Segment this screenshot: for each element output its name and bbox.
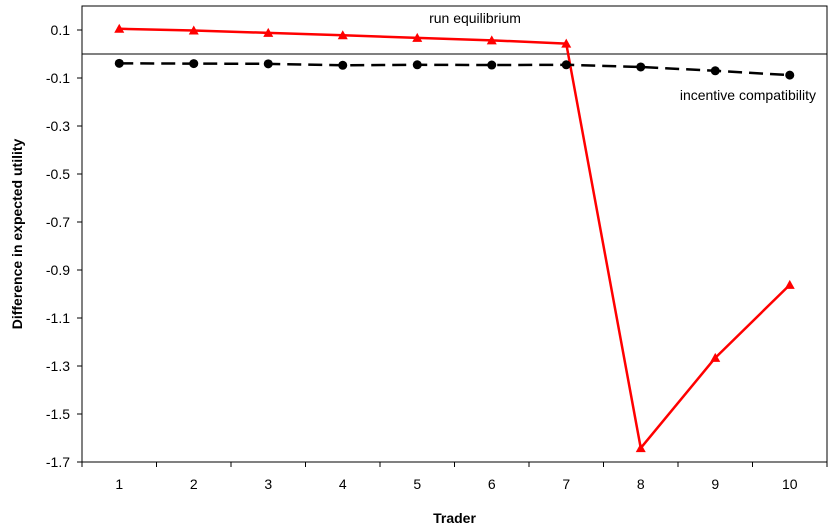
y-tick-label: -1.5 <box>46 406 70 422</box>
y-tick-label: -1.1 <box>46 310 70 326</box>
y-axis-title: Difference in expected utility <box>9 138 25 329</box>
x-tick-label: 10 <box>782 476 798 492</box>
x-tick-label: 3 <box>264 476 272 492</box>
series-point-circle <box>636 62 645 71</box>
series-point-circle <box>562 60 571 69</box>
series-point-circle <box>264 59 273 68</box>
x-axis: 1 2 3 4 5 6 7 8 9 10 <box>82 462 827 492</box>
y-tick-label: 0.1 <box>51 22 71 38</box>
x-axis-title: Trader <box>433 510 476 526</box>
series-point-circle <box>189 59 198 68</box>
series-point-triangle <box>785 280 795 289</box>
annotation-incentive-compatibility: incentive compatibility <box>680 87 816 103</box>
y-tick-label: -0.1 <box>46 70 70 86</box>
x-tick-label: 7 <box>562 476 570 492</box>
y-tick-label: -1.7 <box>46 454 70 470</box>
series-point-circle <box>115 59 124 68</box>
x-tick-label: 2 <box>190 476 198 492</box>
x-tick-label: 1 <box>115 476 123 492</box>
series-point-circle <box>487 61 496 70</box>
y-tick-label: -0.7 <box>46 214 70 230</box>
y-tick-label: -1.3 <box>46 358 70 374</box>
y-axis: 0.1 -0.1 -0.3 -0.5 -0.7 -0.9 -1.1 -1.3 -1.5 -1.7 <box>46 22 82 470</box>
annotation-layer: run equilibrium incentive compatibility <box>429 10 816 103</box>
y-tick-label: -0.5 <box>46 166 70 182</box>
y-tick-label: -0.3 <box>46 118 70 134</box>
y-tick-label: -0.9 <box>46 262 70 278</box>
x-tick-label: 6 <box>488 476 496 492</box>
x-tick-label: 5 <box>413 476 421 492</box>
series-point-circle <box>413 60 422 69</box>
series-point-circle <box>711 66 720 75</box>
x-tick-label: 8 <box>637 476 645 492</box>
x-tick-label: 4 <box>339 476 347 492</box>
annotation-run-equilibrium: run equilibrium <box>429 10 521 26</box>
series-line-1 <box>119 63 790 75</box>
series-point-circle <box>785 71 794 80</box>
x-tick-label: 9 <box>711 476 719 492</box>
series-point-circle <box>338 61 347 70</box>
